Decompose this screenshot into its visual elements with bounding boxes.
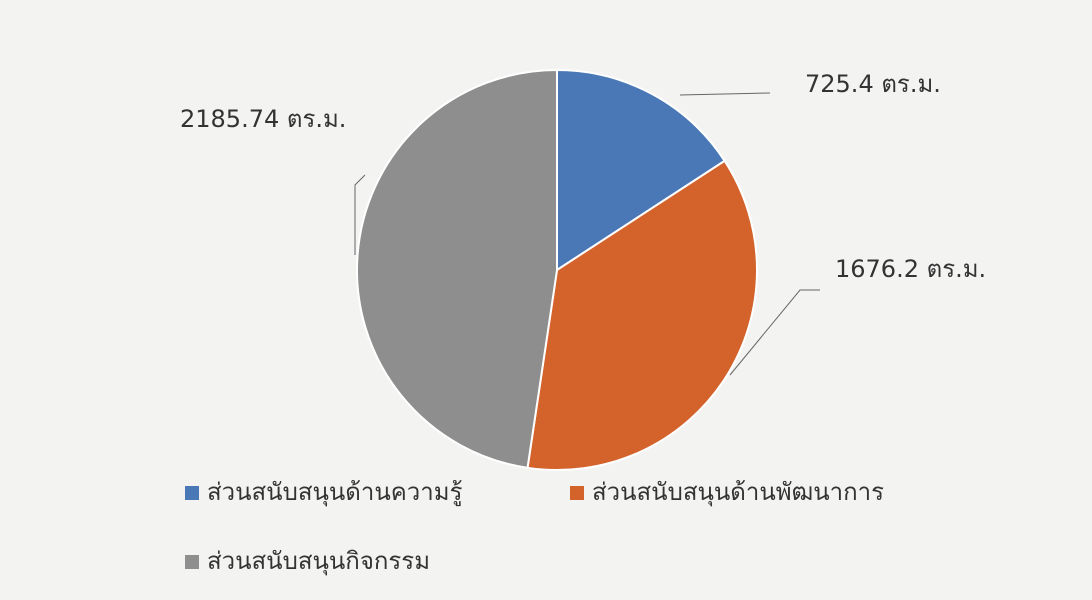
data-label: 1676.2 ตร.ม. — [835, 255, 986, 283]
data-label: 725.4 ตร.ม. — [805, 70, 941, 98]
leader-line — [679, 92, 771, 96]
leader-line — [354, 174, 366, 255]
pie-slice — [526, 159, 758, 471]
legend-swatch — [185, 555, 199, 569]
legend-label: ส่วนสนับสนุนด้านความรู้ — [207, 478, 463, 507]
data-label: 2185.74 ตร.ม. — [180, 105, 346, 133]
leader-line — [729, 289, 820, 376]
pie-slice — [556, 68, 726, 272]
legend-label: ส่วนสนับสนุนกิจกรรม — [207, 547, 430, 576]
legend-swatch — [570, 486, 584, 500]
legend-swatch — [185, 486, 199, 500]
legend-label: ส่วนสนับสนุนด้านพัฒนาการ — [592, 478, 884, 507]
pie-slice — [356, 68, 558, 469]
